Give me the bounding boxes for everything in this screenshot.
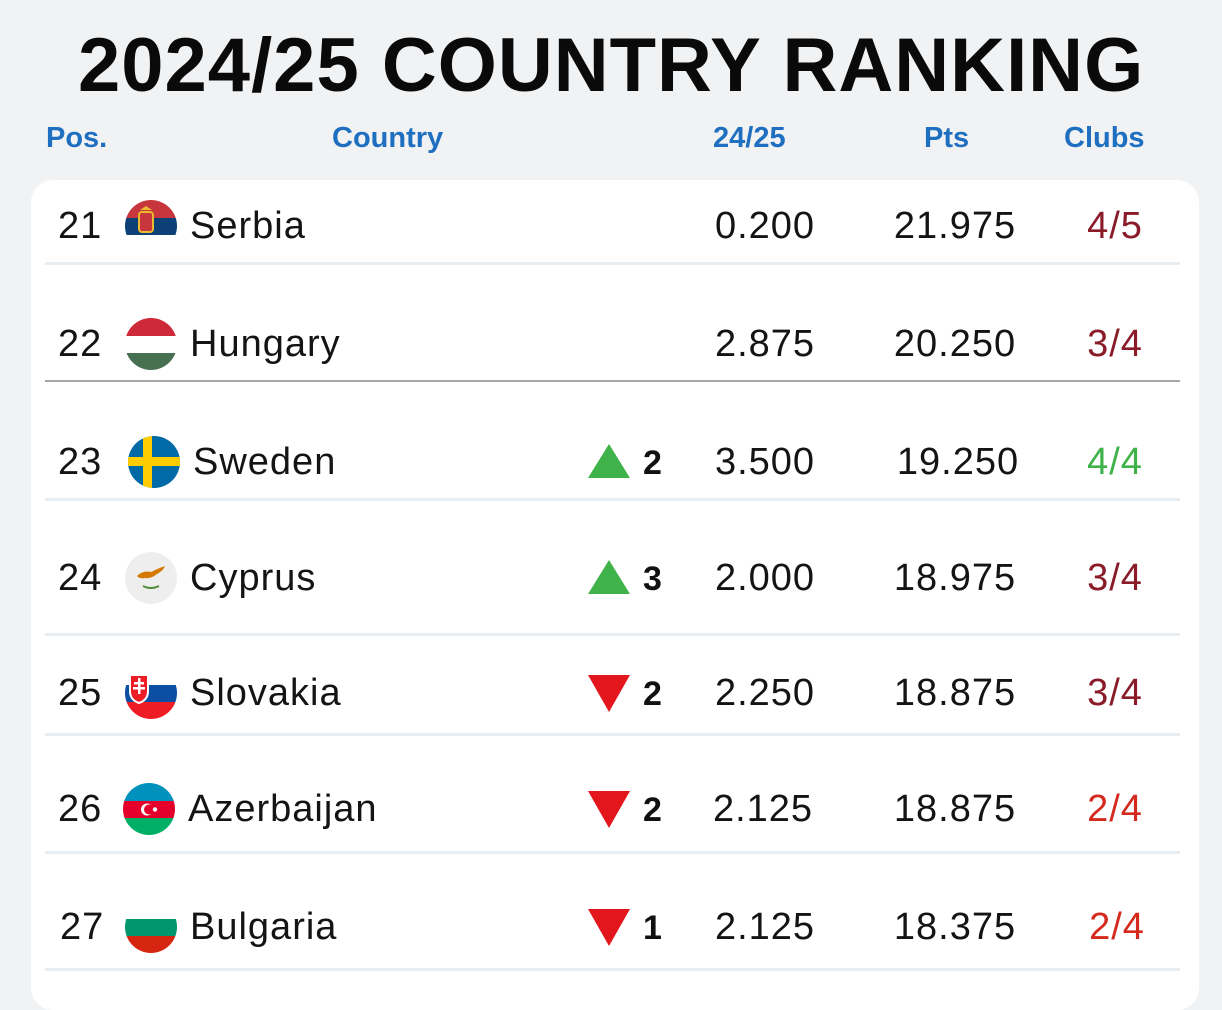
season-points: 2.125 <box>714 906 816 948</box>
season-points: 2.000 <box>714 557 816 599</box>
country-name: Azerbaijan <box>188 788 378 830</box>
position: 25 <box>58 672 103 714</box>
rank-change: 2 <box>588 789 668 829</box>
rank-change: 3 <box>588 558 668 598</box>
country-name: Bulgaria <box>190 906 338 948</box>
rank-change: 2 <box>588 673 668 713</box>
arrow-down-icon <box>588 675 630 712</box>
country-name: Hungary <box>190 323 341 365</box>
table-row[interactable]: 23 Sweden 2 3.500 19.250 4/4 <box>0 422 1222 502</box>
country-name: Cyprus <box>190 557 317 599</box>
table-row[interactable]: 27 Bulgaria 1 2.125 18.375 2/4 <box>0 887 1222 967</box>
arrow-up-icon <box>588 560 630 594</box>
row-divider <box>45 851 1180 854</box>
rank-change-value: 2 <box>643 791 662 829</box>
zone-divider <box>45 380 1180 382</box>
header-pts: Pts <box>924 122 970 154</box>
rank-change-value: 3 <box>643 560 662 598</box>
hungary-flag-icon <box>125 318 177 370</box>
rank-change: 2 <box>588 442 668 482</box>
row-divider <box>45 633 1180 636</box>
rank-change-value: 2 <box>643 675 662 713</box>
clubs-count: 2/4 <box>1087 788 1143 830</box>
row-divider <box>45 733 1180 736</box>
arrow-down-icon <box>588 791 630 828</box>
header-country: Country <box>332 122 444 154</box>
clubs-count: 4/5 <box>1087 205 1143 247</box>
season-points: 3.500 <box>714 441 816 483</box>
header-clubs: Clubs <box>1064 122 1145 154</box>
position: 22 <box>58 323 103 365</box>
arrow-up-icon <box>588 444 630 478</box>
total-points: 18.875 <box>893 672 1017 714</box>
total-points: 19.250 <box>896 441 1020 483</box>
page-title: 2024/25 COUNTRY RANKING <box>78 23 1145 108</box>
rank-change: 1 <box>588 907 668 947</box>
sweden-flag-icon <box>128 436 180 488</box>
total-points: 18.375 <box>893 906 1017 948</box>
position: 26 <box>58 788 103 830</box>
serbia-flag-icon <box>125 200 177 252</box>
total-points: 20.250 <box>893 323 1017 365</box>
position: 27 <box>60 906 105 948</box>
ranking-table <box>31 180 1199 1010</box>
country-name: Slovakia <box>190 672 342 714</box>
azerbaijan-flag-icon <box>123 783 175 835</box>
row-divider <box>45 498 1180 501</box>
row-divider <box>45 968 1180 971</box>
header-pos: Pos. <box>46 122 108 154</box>
slovakia-flag-icon <box>125 667 177 719</box>
table-row[interactable]: 25 Slovakia 2 2.250 18.875 3/4 <box>0 653 1222 733</box>
row-divider <box>45 262 1180 265</box>
table-row[interactable]: 21 Serbia 0.200 21.975 4/5 <box>0 186 1222 266</box>
season-points: 0.200 <box>714 205 816 247</box>
position: 23 <box>58 441 103 483</box>
bulgaria-flag-icon <box>125 901 177 953</box>
season-points: 2.875 <box>714 323 816 365</box>
total-points: 21.975 <box>893 205 1017 247</box>
season-points: 2.125 <box>712 788 814 830</box>
clubs-count: 3/4 <box>1087 323 1143 365</box>
position: 24 <box>58 557 103 599</box>
clubs-count: 4/4 <box>1087 441 1143 483</box>
season-points: 2.250 <box>714 672 816 714</box>
total-points: 18.975 <box>893 557 1017 599</box>
total-points: 18.875 <box>893 788 1017 830</box>
rank-change-value: 1 <box>643 909 662 947</box>
country-name: Serbia <box>190 205 306 247</box>
header-season: 24/25 <box>713 122 786 154</box>
cyprus-flag-icon <box>125 552 177 604</box>
table-row[interactable]: 26 Azerbaijan 2 2.125 18.875 2/4 <box>0 769 1222 849</box>
rank-change-value: 2 <box>643 444 662 482</box>
clubs-count: 3/4 <box>1087 557 1143 599</box>
arrow-down-icon <box>588 909 630 946</box>
clubs-count: 3/4 <box>1087 672 1143 714</box>
clubs-count: 2/4 <box>1089 906 1145 948</box>
country-name: Sweden <box>193 441 337 483</box>
table-row[interactable]: 22 Hungary 2.875 20.250 3/4 <box>0 304 1222 384</box>
position: 21 <box>58 205 103 247</box>
table-row[interactable]: 24 Cyprus 3 2.000 18.975 3/4 <box>0 538 1222 618</box>
